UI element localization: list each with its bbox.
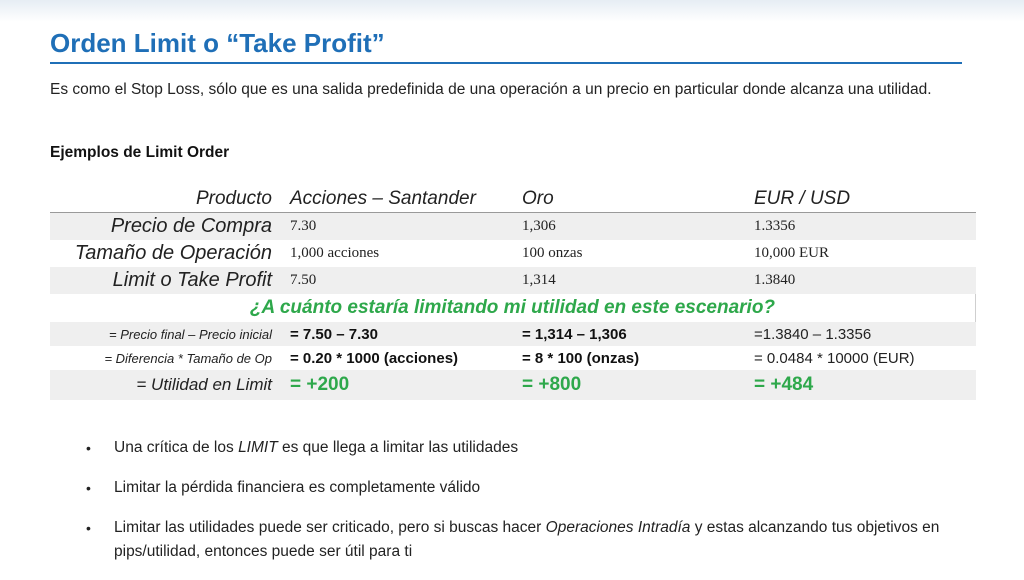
- bullet-text: es que llega a limitar las utilidades: [277, 439, 519, 456]
- row-label: Tamaño de Operación: [74, 242, 272, 264]
- row-label: Limit o Take Profit: [112, 269, 272, 291]
- table-cell: = 1,314 – 1,306: [522, 325, 627, 343]
- table-row: = Diferencia * Tamaño de Op = 0.20 * 100…: [50, 346, 976, 370]
- scenario-question: ¿A cuánto estaría limitando mi utilidad …: [50, 294, 976, 322]
- bullet-marker: •: [86, 480, 91, 496]
- table-cell: = 0.0484 * 10000 (EUR): [754, 349, 915, 367]
- page-title: Orden Limit o “Take Profit”: [50, 26, 962, 64]
- table-row: Precio de Compra 7.30 1,306 1.3356: [50, 213, 976, 240]
- bullet-emphasis: LIMIT: [238, 439, 278, 456]
- bullet-emphasis: Operaciones Intradía: [545, 519, 691, 536]
- limit-order-table: Producto Acciones – Santander Oro EUR / …: [50, 186, 976, 400]
- row-label: Precio de Compra: [110, 215, 272, 237]
- table-cell: 1.3840: [754, 272, 796, 288]
- header-product: Producto: [195, 188, 272, 209]
- row-label: = Utilidad en Limit: [136, 375, 272, 394]
- list-item: • Limitar las utilidades puede ser criti…: [86, 516, 986, 564]
- result-value: = +800: [522, 374, 582, 395]
- top-gradient-bar: [0, 0, 1024, 22]
- table-header-row: Producto Acciones – Santander Oro EUR / …: [50, 186, 976, 213]
- table-cell: 100 onzas: [522, 245, 583, 261]
- table-cell: 7.30: [290, 218, 317, 234]
- row-label: = Diferencia * Tamaño de Op: [104, 350, 272, 366]
- table-cell: 1,306: [522, 218, 556, 234]
- table-cell: 1,314: [522, 272, 556, 288]
- bullet-text: Una crítica de los: [114, 439, 239, 456]
- result-row: = Utilidad en Limit = +200 = +800 = +484: [50, 370, 976, 400]
- bullet-text: Limitar las utilidades puede ser critica…: [114, 519, 546, 536]
- table-row: Limit o Take Profit 7.50 1,314 1.3840: [50, 267, 976, 294]
- header-santander: Acciones – Santander: [290, 188, 476, 209]
- bullet-marker: •: [86, 520, 91, 536]
- table-cell: 10,000 EUR: [754, 245, 829, 261]
- header-eurusd: EUR / USD: [754, 188, 851, 209]
- table-cell: = 0.20 * 1000 (acciones): [290, 349, 459, 367]
- result-value: = +484: [754, 374, 814, 395]
- table-cell: =1.3840 – 1.3356: [754, 325, 872, 343]
- table-cell: 7.50: [290, 272, 317, 288]
- table-row: Tamaño de Operación 1,000 acciones 100 o…: [50, 240, 976, 267]
- intro-paragraph: Es como el Stop Loss, sólo que es una sa…: [50, 81, 932, 98]
- table-cell: = 7.50 – 7.30: [290, 325, 378, 343]
- table-cell: 1.3356: [754, 218, 796, 234]
- list-item: • Limitar la pérdida financiera es compl…: [86, 476, 986, 500]
- section-subheading: Ejemplos de Limit Order: [50, 144, 230, 161]
- result-value: = +200: [290, 374, 350, 395]
- bullet-text: y estas alcanzando tus objetivos en pips…: [114, 519, 940, 560]
- list-item: • Una crítica de los LIMIT es que llega …: [86, 436, 986, 460]
- bullet-text: Limitar la pérdida financiera es complet…: [114, 479, 481, 496]
- table-cell: 1,000 acciones: [290, 245, 380, 261]
- bullet-list: • Una crítica de los LIMIT es que llega …: [86, 436, 986, 580]
- row-label: = Precio final – Precio inicial: [109, 326, 272, 342]
- table-cell: = 8 * 100 (onzas): [522, 349, 640, 367]
- header-oro: Oro: [522, 188, 554, 209]
- bullet-marker: •: [86, 440, 91, 456]
- table-row: = Precio final – Precio inicial = 7.50 –…: [50, 322, 976, 346]
